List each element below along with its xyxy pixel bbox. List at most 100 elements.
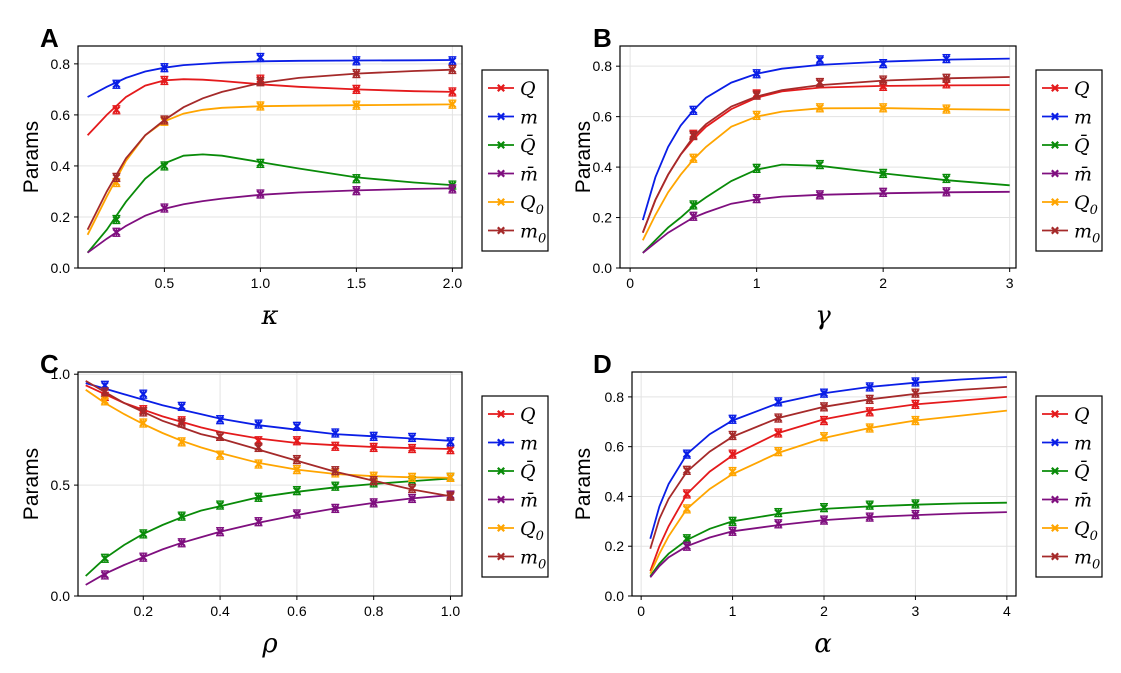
legend-label: m̄: [1074, 490, 1092, 512]
series-line: [649, 511, 1007, 578]
legend-swatch-marker: [1051, 84, 1059, 92]
legend-entry: Q̄: [1042, 134, 1090, 157]
data-point: [100, 570, 109, 579]
x-tick-label: 0: [637, 603, 645, 619]
data-point: [815, 160, 824, 169]
data-point: [942, 187, 951, 196]
legend-label: Q: [1074, 404, 1090, 426]
panel-c: 0.2 0.4 0.6 0.8 1.00.00.51.0CParamsρQmQ̄m̄Q0…: [20, 349, 549, 659]
series-line: [642, 163, 1010, 254]
data-point: [446, 445, 455, 454]
data-point: [352, 85, 361, 94]
data-point: [815, 55, 824, 64]
data-point: [139, 407, 148, 416]
legend-swatch-marker: [497, 198, 505, 206]
data-point: [448, 87, 457, 96]
legend-entry: m0: [1042, 547, 1100, 573]
data-point: [865, 382, 874, 391]
legend-swatch-marker: [1051, 467, 1059, 475]
legend-swatch-marker: [497, 524, 505, 532]
x-tick-label: 1.0: [251, 275, 271, 291]
legend-label: m0: [1074, 547, 1100, 573]
data-point: [177, 419, 186, 427]
series-line: [87, 187, 453, 254]
data-point: [689, 212, 698, 221]
data-point: [879, 103, 888, 112]
series-line: [85, 494, 451, 586]
data-point: [752, 91, 761, 100]
legend: Qm Q̄ m̄ Q0 m0: [1035, 69, 1103, 252]
data-point: [254, 460, 263, 469]
y-tick-label: 0.2: [51, 209, 71, 225]
legend-entry: Q̄: [488, 134, 536, 157]
legend-entry: Q0: [488, 518, 544, 544]
data-point: [689, 106, 698, 115]
series-line: [85, 382, 451, 442]
data-point: [254, 493, 263, 502]
legend-swatch-marker: [497, 112, 505, 121]
series-line: [86, 68, 453, 231]
data-point: [254, 443, 263, 452]
series-line: [649, 376, 1007, 540]
data-point: [911, 510, 920, 519]
x-tick-label: 1.0: [441, 603, 461, 619]
legend-swatch-marker: [497, 141, 505, 149]
legend-swatch-marker: [1051, 198, 1059, 206]
data-point: [160, 76, 169, 85]
data-point: [352, 69, 361, 78]
data-point: [112, 215, 121, 224]
legend-entry: Q̄: [1042, 460, 1090, 483]
legend-swatch-marker: [1051, 410, 1059, 418]
data-point: [292, 422, 301, 431]
series-3: [649, 509, 1007, 578]
legend-swatch-marker: [497, 552, 505, 561]
x-tick-label: 1: [753, 275, 761, 291]
series-1: [87, 52, 457, 98]
series-line: [649, 501, 1007, 577]
data-point: [879, 76, 888, 85]
data-point: [865, 501, 874, 510]
data-point: [139, 419, 148, 427]
data-point: [177, 402, 186, 411]
legend-label: Q̄: [520, 460, 536, 483]
x-tick-label: 1.5: [347, 275, 367, 291]
legend-entry: m: [1042, 433, 1092, 455]
data-point: [865, 407, 874, 416]
legend-label: Q: [520, 78, 536, 100]
legend-entry: m̄: [1042, 164, 1092, 186]
y-tick-label: 0.5: [51, 477, 71, 493]
y-axis-label: Params: [20, 448, 43, 520]
y-tick-label: 0.8: [593, 58, 613, 74]
series-line: [649, 396, 1007, 572]
legend-swatch-marker: [1051, 438, 1059, 447]
series-5: [641, 73, 1010, 234]
y-tick-label: 0.4: [51, 158, 71, 174]
y-tick-label: 1.0: [51, 366, 71, 382]
legend-label: Q0: [520, 518, 544, 544]
legend: Qm Q̄ m̄ Q0 m0: [481, 69, 549, 252]
data-point: [911, 499, 920, 508]
y-tick-label: 0.0: [593, 260, 613, 276]
data-point: [256, 101, 265, 110]
series-3: [87, 184, 457, 254]
data-point: [448, 184, 457, 193]
legend-label: m̄: [520, 490, 538, 512]
series-4: [85, 388, 455, 482]
data-point: [728, 527, 737, 536]
data-point: [774, 519, 783, 528]
data-point: [820, 389, 828, 398]
x-tick-label: 4: [1003, 603, 1011, 619]
data-point: [369, 443, 378, 452]
series-line: [641, 107, 1010, 241]
data-point: [408, 494, 417, 503]
data-point: [139, 529, 148, 538]
data-point: [865, 424, 874, 432]
data-point: [682, 534, 691, 543]
data-point: [160, 161, 169, 170]
series-1: [85, 380, 455, 447]
data-point: [879, 169, 888, 178]
data-point: [112, 105, 121, 114]
y-axis-label: Params: [572, 121, 595, 193]
data-point: [177, 437, 186, 446]
x-tick-label: 3: [1006, 275, 1014, 291]
